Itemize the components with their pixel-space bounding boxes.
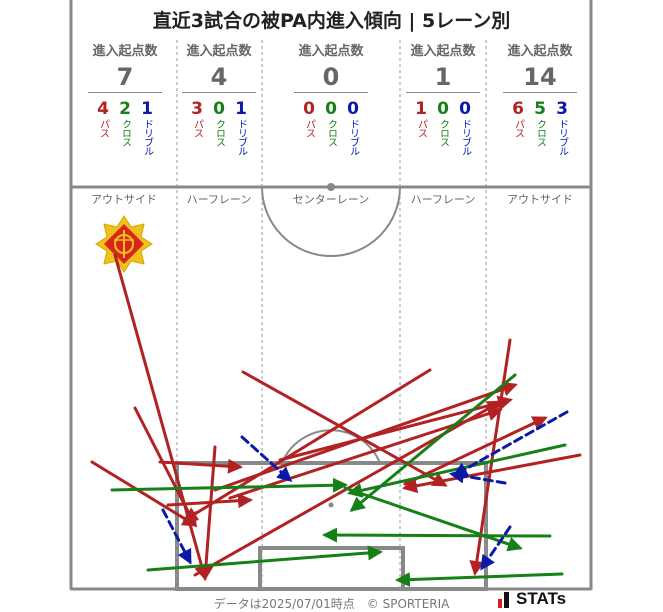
lane-total: 1: [434, 63, 452, 91]
penalty-spot: [328, 502, 334, 508]
dribble-arrow: [449, 468, 507, 485]
data-source-footer: データは2025/07/01時点 © SPORTERIA: [213, 597, 450, 611]
pass-label: パス: [415, 119, 427, 137]
lane-name: ハーフレーン: [186, 193, 252, 206]
cross-arrow: [395, 572, 564, 588]
pass-arrow: [133, 406, 197, 528]
lane-caption: 進入起点数: [298, 44, 364, 59]
pass-arrow: [241, 370, 448, 487]
lane-name: ハーフレーン: [410, 193, 476, 206]
pass-arrow: [198, 445, 217, 581]
pass-arrow: [90, 460, 198, 527]
pass-count: 4: [97, 99, 109, 119]
dribble-count: 1: [235, 99, 247, 119]
lane-caption: 進入起点数: [186, 44, 252, 59]
cross-arrow: [146, 545, 383, 572]
dribble-count: 1: [141, 99, 153, 119]
divider: [182, 92, 256, 93]
lane-header-half-left: 進入起点数 4 3 パス 0 クロス 1 ドリブル: [179, 40, 259, 155]
pass-count: 1: [415, 99, 427, 119]
divider: [294, 92, 368, 93]
lane-name: アウトサイド: [91, 193, 157, 206]
lane-caption: 進入起点数: [410, 44, 476, 59]
pass-label: パス: [191, 119, 203, 137]
pass-label: パス: [512, 119, 524, 137]
cross-arrow: [110, 477, 348, 493]
divider: [88, 92, 162, 93]
dribble-count: 0: [459, 99, 471, 119]
lane-total: 14: [523, 63, 557, 91]
lane-total: 0: [322, 63, 340, 91]
lane-total: 7: [116, 63, 134, 91]
divider: [406, 92, 480, 93]
lane-breakdown: 0 パス 0 クロス 0 ドリブル: [291, 99, 371, 155]
cross-arrow: [343, 486, 523, 552]
cross-label: クロス: [534, 119, 546, 146]
dribble-label: ドリブル: [556, 119, 568, 155]
pass-count: 3: [191, 99, 203, 119]
pitch-lines: [69, 0, 593, 591]
lane-header-center: 進入起点数 0 0 パス 0 クロス 0 ドリブル: [291, 40, 371, 155]
lane-total: 4: [210, 63, 228, 91]
cross-count: 0: [213, 99, 225, 119]
dribble-count: 0: [347, 99, 359, 119]
pass-count: 6: [512, 99, 524, 119]
lane-caption: 進入起点数: [92, 44, 158, 59]
dribble-label: ドリブル: [235, 119, 247, 155]
dribble-arrow: [161, 508, 192, 565]
pass-count: 0: [303, 99, 315, 119]
center-circle: [261, 186, 401, 257]
pass-arrow: [403, 416, 548, 486]
lane-breakdown: 4 パス 2 クロス 1 ドリブル: [85, 99, 165, 155]
lane-header-outside-left: 進入起点数 7 4 パス 2 クロス 1 ドリブル: [85, 40, 165, 155]
goal-area: [258, 546, 405, 591]
cross-count: 2: [119, 99, 131, 119]
lane-header-half-right: 進入起点数 1 1 パス 0 クロス 0 ドリブル: [403, 40, 483, 155]
lane-name: センターレーン: [292, 193, 370, 206]
cross-label: クロス: [325, 119, 337, 146]
center-spot: [327, 183, 335, 191]
pass-label: パス: [303, 119, 315, 137]
pass-label: パス: [97, 119, 109, 137]
chart-title: 直近3試合の被PA内進入傾向 | 5レーン別: [152, 10, 511, 32]
dribble-label: ドリブル: [347, 119, 359, 155]
arrows-layer: [90, 253, 582, 588]
dribble-arrow: [480, 525, 512, 571]
lane-breakdown: 1 パス 0 クロス 0 ドリブル: [403, 99, 483, 155]
pass-arrow: [228, 406, 503, 500]
cross-count: 0: [437, 99, 449, 119]
lane-breakdown: 3 パス 0 クロス 1 ドリブル: [179, 99, 259, 155]
dribble-arrow: [452, 410, 569, 477]
cross-arrow: [322, 527, 552, 543]
lane-caption: 進入起点数: [507, 44, 573, 59]
dribble-arrow: [240, 435, 293, 483]
divider: [503, 92, 577, 93]
pass-arrow: [158, 458, 243, 474]
pass-arrow: [182, 368, 432, 522]
brand-logo-icon: [498, 592, 509, 608]
cross-count: 0: [325, 99, 337, 119]
cross-label: クロス: [437, 119, 449, 146]
pass-arrow: [166, 493, 253, 509]
cross-label: クロス: [119, 119, 131, 146]
lane-name: アウトサイド: [507, 193, 573, 206]
dribble-label: ドリブル: [459, 119, 471, 155]
cross-label: クロス: [213, 119, 225, 146]
cross-count: 5: [534, 99, 546, 119]
dribble-count: 3: [556, 99, 568, 119]
lane-header-outside-right: 進入起点数 14 6 パス 5 クロス 3 ドリブル: [500, 40, 580, 155]
lane-breakdown: 6 パス 5 クロス 3 ドリブル: [500, 99, 580, 155]
dribble-label: ドリブル: [141, 119, 153, 155]
team-emblem-icon: [95, 215, 153, 273]
pass-arrow: [113, 253, 210, 581]
pass-arrow: [402, 453, 582, 494]
brand-name: STATs: [516, 589, 567, 608]
